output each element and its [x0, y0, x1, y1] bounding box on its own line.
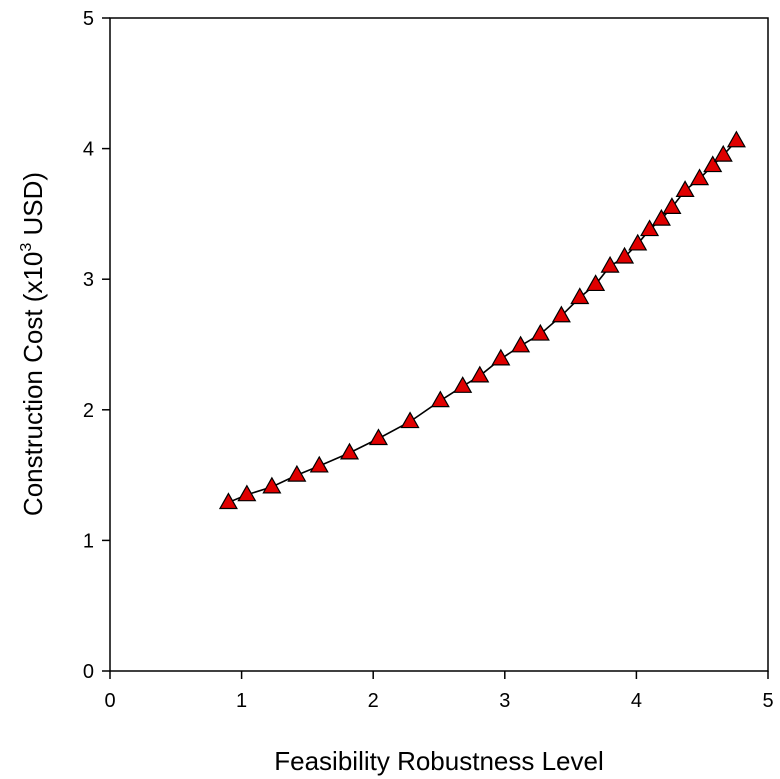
- plot-frame: [109, 17, 769, 672]
- data-point-triangle: [491, 348, 511, 366]
- data-point-triangle: [600, 255, 620, 273]
- x-tick-label: 1: [236, 690, 247, 712]
- data-point-triangle: [287, 464, 307, 482]
- data-point-triangle: [218, 492, 238, 510]
- data-point-triangle: [662, 197, 682, 214]
- x-tick-label: 2: [368, 690, 379, 712]
- data-point-triangle: [470, 365, 490, 383]
- y-tick-label: 0: [83, 661, 94, 683]
- data-point-triangle: [262, 476, 282, 494]
- x-tick-label: 0: [104, 690, 115, 712]
- data-point-triangle: [640, 219, 660, 237]
- y-tick-label: 5: [83, 8, 94, 30]
- series-line: [228, 140, 737, 504]
- data-point-triangle: [430, 390, 450, 408]
- data-point-triangle: [511, 335, 531, 353]
- x-tick-label: 5: [762, 690, 773, 712]
- series-markers: [218, 130, 746, 510]
- data-point-triangle: [551, 305, 571, 323]
- data-point-triangle: [570, 287, 590, 305]
- y-tick-label: 2: [83, 400, 94, 422]
- x-tick-label: 4: [631, 690, 642, 712]
- data-point-triangle: [586, 274, 606, 292]
- data-point-triangle: [339, 442, 360, 460]
- y-axis-title-suffix: USD): [18, 172, 48, 243]
- data-point-triangle: [675, 180, 695, 197]
- y-axis-title-prefix: Construction Cost (x10: [18, 252, 48, 516]
- x-axis: 0 1 2 3 4 5: [104, 671, 774, 712]
- data-point-triangle: [453, 376, 473, 393]
- data-point-triangle: [237, 484, 257, 502]
- y-tick-label: 4: [83, 139, 94, 161]
- data-point-triangle: [309, 455, 329, 473]
- data-point-triangle: [713, 144, 733, 162]
- data-point-triangle: [615, 246, 635, 264]
- data-point-triangle: [726, 130, 746, 148]
- data-point-triangle: [368, 428, 388, 446]
- y-tick-label: 3: [83, 269, 94, 291]
- y-axis-title: Construction Cost (x103 USD): [18, 172, 48, 516]
- y-axis: 0 1 2 3 4 5: [83, 8, 110, 683]
- y-axis-title-exponent: 3: [18, 243, 35, 252]
- y-tick-label: 1: [83, 530, 94, 552]
- data-point-triangle: [400, 411, 420, 429]
- x-tick-label: 3: [499, 690, 510, 712]
- data-point-triangle: [651, 208, 671, 226]
- data-point-triangle: [628, 233, 648, 251]
- data-point-triangle: [530, 323, 550, 341]
- data-point-triangle: [703, 155, 723, 173]
- data-point-triangle: [690, 168, 710, 186]
- x-axis-title: Feasibility Robustness Level: [274, 746, 604, 776]
